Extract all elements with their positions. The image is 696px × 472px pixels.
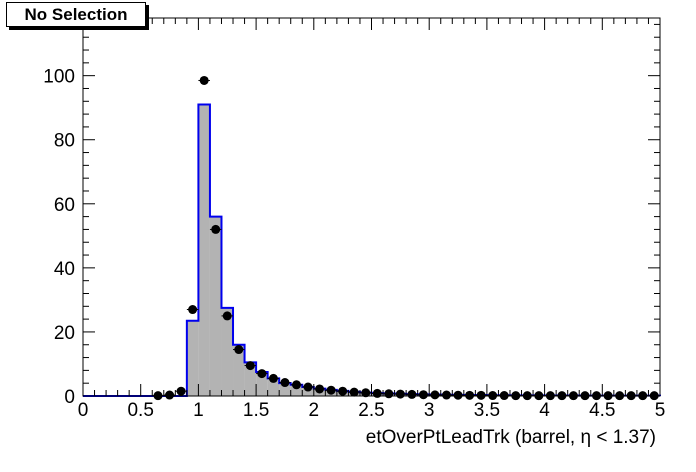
y-tick-label: 100 xyxy=(43,67,75,88)
data-point xyxy=(384,389,394,399)
data-point xyxy=(268,373,278,383)
data-point xyxy=(453,390,463,400)
data-point xyxy=(315,384,325,394)
histogram-series xyxy=(83,103,661,397)
x-tick-label: 1 xyxy=(193,400,204,421)
x-tick-label: 2 xyxy=(309,400,320,421)
data-point xyxy=(234,345,244,355)
x-tick-label: 0.5 xyxy=(127,400,153,421)
x-tick-label: 1.5 xyxy=(243,400,269,421)
histogram-bar xyxy=(267,378,280,396)
x-axis-title: etOverPtLeadTrk (barrel, η < 1.37) xyxy=(366,427,656,448)
y-tick-label: 20 xyxy=(54,323,75,344)
x-tick-label: 4.5 xyxy=(589,400,615,421)
data-point xyxy=(280,378,290,388)
y-tick-label: 60 xyxy=(54,195,75,216)
data-point xyxy=(257,369,267,379)
data-point xyxy=(407,389,417,399)
x-tick-label: 2.5 xyxy=(358,400,384,421)
data-point xyxy=(326,385,336,395)
x-tick-label: 0 xyxy=(78,400,89,421)
histogram-outline xyxy=(83,103,661,397)
histogram-bar xyxy=(279,383,291,396)
x-tick-labels: 0 0.5 1 1.5 2 2.5 3 3.5 4 4.5 5 xyxy=(78,400,666,421)
y-tick-label: 40 xyxy=(54,259,75,280)
x-tick-label: 3 xyxy=(424,400,435,421)
histogram-bar xyxy=(256,371,268,396)
histogram-bar xyxy=(244,362,257,396)
data-point xyxy=(361,388,371,398)
axis-ticks xyxy=(82,18,661,397)
x-tick-label: 3.5 xyxy=(474,400,500,421)
x-tick-label: 4 xyxy=(539,400,550,421)
histogram-bar xyxy=(290,384,303,396)
data-point xyxy=(338,386,348,396)
data-point xyxy=(372,388,382,398)
data-point xyxy=(199,75,209,85)
data-point xyxy=(176,386,186,396)
data-point xyxy=(442,390,452,400)
data-point xyxy=(476,390,486,400)
histogram-bar xyxy=(198,104,210,397)
data-point xyxy=(418,390,428,400)
selection-label: No Selection xyxy=(6,2,146,27)
data-point xyxy=(349,387,359,397)
histogram-bar xyxy=(233,344,245,396)
data-point xyxy=(211,224,221,234)
y-tick-labels: 0 20 40 60 80 100 xyxy=(43,67,75,408)
data-point xyxy=(188,305,198,315)
plot-frame xyxy=(82,17,661,397)
histogram-bar xyxy=(209,216,222,396)
x-tick-label: 5 xyxy=(655,400,666,421)
data-point xyxy=(222,311,232,321)
histogram-bar xyxy=(221,307,234,396)
data-point xyxy=(165,390,175,400)
histogram-bar xyxy=(186,320,199,396)
data-point xyxy=(291,380,301,390)
data-point xyxy=(465,390,475,400)
data-point xyxy=(245,361,255,371)
y-tick-label: 0 xyxy=(64,387,75,408)
data-point xyxy=(395,389,405,399)
y-tick-label: 80 xyxy=(54,131,75,152)
data-point xyxy=(303,382,313,392)
data-point xyxy=(430,390,440,400)
